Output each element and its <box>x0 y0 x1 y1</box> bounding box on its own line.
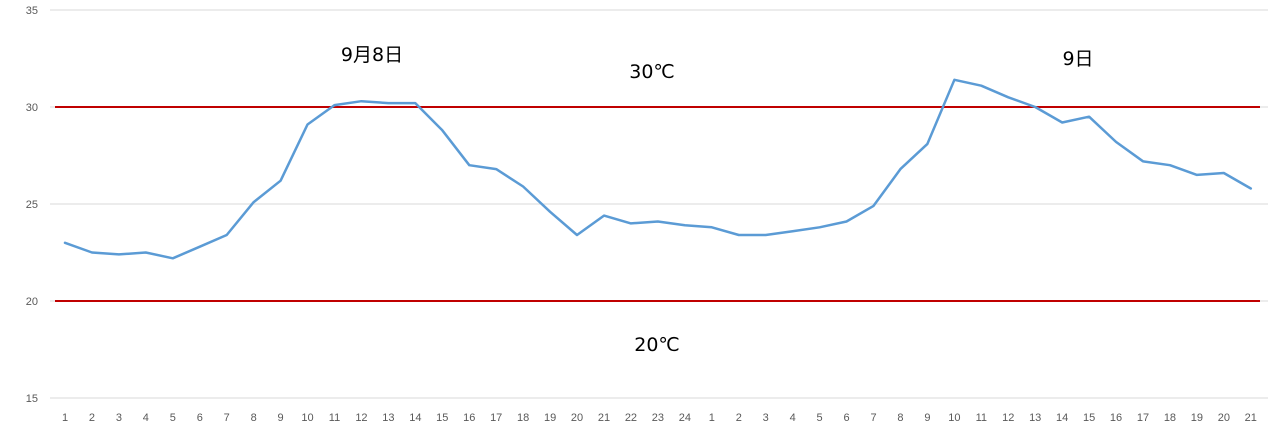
x-tick-label: 24 <box>679 412 691 424</box>
x-tick-label: 2 <box>89 412 95 424</box>
reference-line-labels: 30℃ 20℃ <box>629 61 680 356</box>
series-line-0 <box>63 78 1253 260</box>
annotation-9th: 9日 <box>1062 48 1093 70</box>
x-tick-label: 17 <box>1137 412 1149 424</box>
annotation-sep-8: 9月8日 <box>341 44 403 66</box>
x-tick-label: 6 <box>843 412 849 424</box>
x-tick-label: 4 <box>790 412 796 424</box>
x-tick-label: 3 <box>763 412 769 424</box>
x-tick-label: 18 <box>1164 412 1176 424</box>
x-tick-label: 8 <box>251 412 257 424</box>
x-tick-label: 14 <box>1056 412 1068 424</box>
x-tick-label: 1 <box>709 412 715 424</box>
y-axis-ticks: 15 20 25 30 35 <box>26 5 38 405</box>
x-tick-label: 10 <box>948 412 960 424</box>
x-tick-label: 1 <box>62 412 68 424</box>
x-tick-label: 2 <box>736 412 742 424</box>
ref-label-30: 30℃ <box>629 61 675 83</box>
x-tick-label: 11 <box>976 412 987 424</box>
y-tick-label: 35 <box>26 5 38 17</box>
x-tick-label: 19 <box>1191 412 1203 424</box>
x-tick-label: 15 <box>436 412 448 424</box>
x-tick-label: 4 <box>143 412 149 424</box>
x-tick-label: 13 <box>1029 412 1041 424</box>
reference-lines <box>55 106 1260 302</box>
x-tick-label: 19 <box>544 412 556 424</box>
x-tick-label: 5 <box>817 412 823 424</box>
x-tick-label: 17 <box>490 412 502 424</box>
x-tick-label: 8 <box>897 412 903 424</box>
y-tick-label: 20 <box>26 296 38 308</box>
day-annotations: 9月8日 9日 <box>341 44 1094 70</box>
x-tick-label: 7 <box>224 412 230 424</box>
x-tick-label: 12 <box>1002 412 1014 424</box>
x-tick-label: 9 <box>924 412 930 424</box>
x-axis-ticks: 1 2 3 4 5 6 7 8 9 10 11 12 13 14 15 16 17 18 19 20 21 22 23 24 1… <box>62 412 1257 424</box>
x-tick-label: 12 <box>355 412 367 424</box>
ref-label-20: 20℃ <box>634 334 680 356</box>
data-series <box>63 78 1253 260</box>
x-tick-label: 6 <box>197 412 203 424</box>
x-tick-label: 13 <box>382 412 394 424</box>
x-tick-label: 15 <box>1083 412 1095 424</box>
x-tick-label: 14 <box>409 412 421 424</box>
x-tick-label: 21 <box>1245 412 1257 424</box>
x-tick-label: 9 <box>278 412 284 424</box>
y-tick-label: 25 <box>26 199 38 211</box>
x-tick-label: 21 <box>598 412 610 424</box>
x-tick-label: 16 <box>463 412 475 424</box>
x-tick-label: 10 <box>301 412 313 424</box>
x-tick-label: 18 <box>517 412 529 424</box>
x-tick-label: 3 <box>116 412 122 424</box>
x-tick-label: 22 <box>625 412 637 424</box>
x-tick-label: 5 <box>170 412 176 424</box>
x-tick-label: 11 <box>329 412 340 424</box>
y-tick-label: 15 <box>26 393 38 405</box>
x-tick-label: 23 <box>652 412 664 424</box>
x-tick-label: 20 <box>571 412 583 424</box>
y-tick-label: 30 <box>26 102 38 114</box>
x-tick-label: 7 <box>870 412 876 424</box>
x-tick-label: 20 <box>1218 412 1230 424</box>
x-tick-label: 16 <box>1110 412 1122 424</box>
